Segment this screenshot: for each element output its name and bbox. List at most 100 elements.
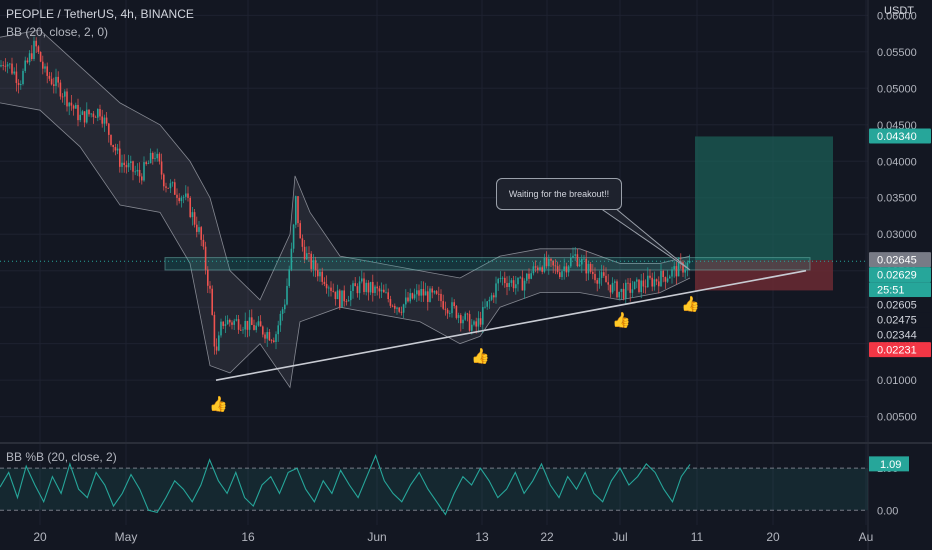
candle-body <box>585 258 587 274</box>
candle-body <box>182 196 185 198</box>
candle-body <box>649 275 651 278</box>
candle-body <box>462 319 464 324</box>
candle-body <box>389 299 392 306</box>
candle-body <box>88 109 90 115</box>
candle-body <box>218 335 220 351</box>
candle-body <box>204 246 207 270</box>
candle-body <box>246 320 249 330</box>
candle-body <box>510 280 513 283</box>
candle-body <box>477 318 480 327</box>
candle-body <box>363 278 365 292</box>
candle-body <box>433 291 436 293</box>
price-label-box <box>869 282 931 298</box>
candle-body <box>545 257 548 267</box>
candle-body <box>149 153 152 164</box>
candle-body <box>24 60 26 71</box>
candle-body <box>486 301 488 307</box>
candle-body <box>59 82 62 97</box>
candle-body <box>512 280 515 289</box>
x-tick-label: Jul <box>612 530 627 544</box>
candle-body <box>495 283 497 298</box>
candle-body <box>134 171 136 173</box>
candle-body <box>655 279 658 282</box>
x-tick-label: 20 <box>766 530 780 544</box>
y-tick-label: 0.05000 <box>877 83 917 95</box>
candle-body <box>336 290 339 300</box>
candle-body <box>79 114 81 121</box>
candle-body <box>629 283 631 293</box>
candle-body <box>4 65 7 67</box>
candle-body <box>101 116 103 124</box>
candle-body <box>464 313 466 320</box>
candle-body <box>589 263 592 272</box>
y-tick-label: 0.06000 <box>877 10 917 22</box>
candle-body <box>644 286 647 288</box>
candle-body <box>127 162 130 168</box>
candle-body <box>576 254 579 267</box>
candle-body <box>213 314 216 347</box>
pctb-value-label: 1.09 <box>880 459 901 471</box>
x-tick-label: 11 <box>691 530 704 544</box>
candle-body <box>497 278 499 284</box>
candle-body <box>504 277 506 284</box>
candle-body <box>482 307 484 325</box>
candle-body <box>152 153 154 159</box>
candle-body <box>350 290 352 301</box>
candle-body <box>508 282 510 287</box>
candle-body <box>191 212 194 218</box>
candle-body <box>627 282 629 284</box>
candle-body <box>565 266 568 273</box>
candle-body <box>42 61 44 69</box>
candle-body <box>391 305 394 307</box>
candle-body <box>180 197 183 202</box>
candle-body <box>220 321 222 336</box>
candle-body <box>675 266 678 277</box>
candle-body <box>53 84 55 86</box>
candle-body <box>405 297 407 305</box>
candle-body <box>176 194 178 198</box>
candle-body <box>554 265 557 267</box>
breakout-callout[interactable]: Waiting for the breakout!! <box>496 178 622 210</box>
candle-body <box>46 66 48 76</box>
candle-body <box>119 148 121 167</box>
candle-body <box>647 275 649 288</box>
price-label: 0.02231 <box>877 345 917 357</box>
price-label-box <box>869 312 931 328</box>
candle-body <box>658 281 660 287</box>
candle-body <box>660 271 662 287</box>
candle-body <box>616 281 618 298</box>
candle-body <box>442 301 444 309</box>
candle-body <box>215 346 218 351</box>
price-label: 0.02344 <box>877 330 917 342</box>
candle-body <box>620 288 623 292</box>
candle-body <box>444 308 447 310</box>
candle-body <box>37 46 40 52</box>
bb-upper-line <box>0 29 691 301</box>
candle-body <box>297 196 299 224</box>
candle-body <box>596 280 598 284</box>
symbol-title: PEOPLE / TetherUS, 4h, BINANCE <box>6 7 194 21</box>
candle-body <box>90 113 92 115</box>
candle-body <box>196 224 198 232</box>
candle-body <box>154 158 156 160</box>
candle-body <box>306 253 308 260</box>
candle-body <box>383 289 385 293</box>
candle-body <box>587 263 590 274</box>
candle-body <box>321 271 323 282</box>
candle-body <box>255 325 257 330</box>
resistance-zone <box>164 257 811 271</box>
bb-lower-line <box>0 102 691 389</box>
candle-body <box>682 262 684 273</box>
candle-body <box>396 307 398 309</box>
candle-body <box>501 277 504 279</box>
candle-body <box>0 65 2 67</box>
candle-body <box>264 334 266 339</box>
candle-body <box>567 266 570 273</box>
candle-body <box>226 319 229 325</box>
candle-body <box>622 288 625 299</box>
candle-body <box>262 326 264 335</box>
candle-body <box>20 84 22 86</box>
candle-body <box>438 293 440 295</box>
candle-body <box>319 271 321 277</box>
